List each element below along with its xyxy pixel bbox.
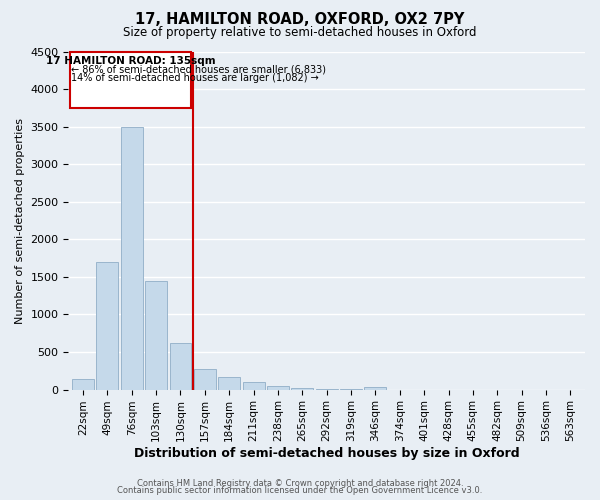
FancyBboxPatch shape [70,52,191,108]
Bar [242,382,265,390]
Text: Contains public sector information licensed under the Open Government Licence v3: Contains public sector information licen… [118,486,482,495]
Bar [218,377,240,390]
Bar [267,386,289,390]
Text: 17, HAMILTON ROAD, OXFORD, OX2 7PY: 17, HAMILTON ROAD, OXFORD, OX2 7PY [136,12,464,28]
Text: Size of property relative to semi-detached houses in Oxford: Size of property relative to semi-detach… [123,26,477,39]
Bar [72,379,94,390]
Bar [316,389,338,390]
Y-axis label: Number of semi-detached properties: Number of semi-detached properties [15,118,25,324]
X-axis label: Distribution of semi-detached houses by size in Oxford: Distribution of semi-detached houses by … [134,447,520,460]
Bar [194,370,216,390]
Bar [121,126,143,390]
Bar [292,388,313,390]
Text: 17 HAMILTON ROAD: 135sqm: 17 HAMILTON ROAD: 135sqm [46,56,215,66]
Bar [97,262,118,390]
Bar [145,280,167,390]
Bar [364,386,386,390]
Bar [170,343,191,390]
Text: 14% of semi-detached houses are larger (1,082) →: 14% of semi-detached houses are larger (… [71,74,319,84]
Text: ← 86% of semi-detached houses are smaller (6,833): ← 86% of semi-detached houses are smalle… [71,64,326,74]
Text: Contains HM Land Registry data © Crown copyright and database right 2024.: Contains HM Land Registry data © Crown c… [137,478,463,488]
